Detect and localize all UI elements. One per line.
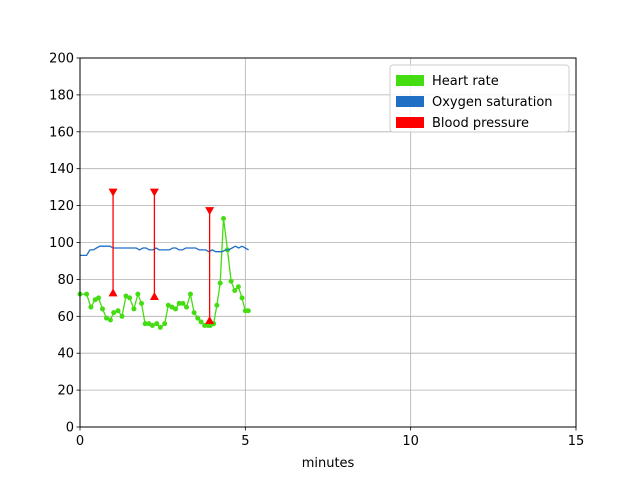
data-point [228, 278, 234, 284]
series-blood-pressure [108, 188, 215, 324]
y-tick-label: 60 [57, 310, 74, 325]
data-point [88, 304, 94, 310]
y-tick-label: 100 [49, 236, 74, 251]
legend: Heart rate Oxygen saturation Blood pressur… [389, 64, 570, 133]
data-point [180, 300, 186, 306]
data-point [142, 321, 148, 327]
series-layer [77, 188, 251, 330]
legend-swatch [396, 96, 424, 107]
data-point [191, 310, 197, 316]
data-point [135, 291, 141, 297]
data-point [176, 300, 182, 306]
data-point [198, 319, 204, 325]
data-point [103, 315, 109, 321]
data-point [154, 321, 160, 327]
legend-label: Blood pressure [432, 116, 529, 131]
data-point [139, 300, 145, 306]
data-point [96, 295, 102, 301]
data-point [235, 284, 241, 290]
data-point [245, 308, 251, 314]
y-tick-label: 40 [57, 347, 74, 362]
series-oxygen-saturation [80, 245, 249, 257]
data-point [84, 291, 90, 297]
bp-systolic-marker [205, 207, 215, 216]
data-point [214, 302, 220, 308]
data-point [149, 323, 155, 329]
data-point [99, 306, 105, 312]
legend-label: Heart rate [432, 74, 499, 89]
bp-systolic-marker [149, 188, 159, 197]
legend-swatch [396, 117, 424, 128]
data-point [119, 313, 125, 319]
series-line [80, 245, 249, 257]
data-point [157, 324, 163, 330]
y-tick-label: 120 [49, 199, 74, 214]
data-point [111, 310, 117, 316]
legend-swatch [396, 75, 424, 86]
series-heart-rate [77, 216, 251, 330]
x-tick-label: 5 [241, 434, 249, 449]
data-point [232, 287, 238, 293]
data-point [162, 321, 168, 327]
data-point [187, 291, 193, 297]
data-point [221, 216, 227, 222]
y-tick-label: 80 [57, 273, 74, 288]
data-point [131, 306, 137, 312]
data-point [217, 280, 223, 286]
data-point [107, 317, 113, 323]
y-tick-label: 140 [49, 162, 74, 177]
bp-systolic-marker [108, 188, 118, 197]
bp-diastolic-marker [149, 292, 159, 301]
y-tick-label: 20 [57, 384, 74, 399]
tick-layer: 0 20 40 60 80 100 120 140 160 180 200 0 5 10 15 [49, 52, 584, 450]
x-axis-label: minutes [302, 456, 355, 471]
x-tick-label: 0 [76, 434, 84, 449]
data-point [115, 308, 121, 314]
data-point [239, 295, 245, 301]
data-point [195, 315, 201, 321]
bp-diastolic-marker [205, 315, 215, 324]
y-tick-label: 0 [66, 421, 74, 436]
legend-label: Oxygen saturation [432, 95, 553, 110]
y-tick-label: 160 [49, 125, 74, 140]
x-tick-label: 10 [402, 434, 419, 449]
data-point [127, 295, 133, 301]
legend-box [389, 64, 570, 133]
y-tick-label: 200 [49, 52, 74, 67]
bp-diastolic-marker [108, 288, 118, 297]
y-tick-label: 180 [49, 88, 74, 103]
data-point [183, 304, 189, 310]
x-tick-label: 15 [568, 434, 585, 449]
data-point [173, 306, 179, 312]
